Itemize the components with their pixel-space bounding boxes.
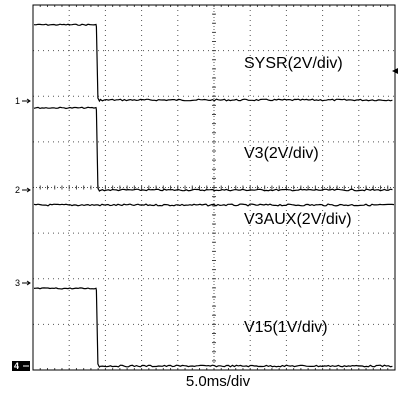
trace-2 — [33, 106, 393, 192]
channel-markers: 1 2 3 4 — [12, 96, 31, 371]
channel-marker-arrow-icon — [22, 280, 31, 286]
trace-label-2: V3(2V/div) — [244, 145, 319, 162]
trace-label-1: SYSR(2V/div) — [244, 55, 343, 72]
traces — [33, 23, 395, 368]
trace-3 — [33, 203, 395, 207]
plot-frame — [32, 4, 396, 371]
trigger-arrow-icon — [392, 68, 398, 74]
channel-marker-2: 2 — [15, 185, 20, 195]
trace-4 — [33, 287, 393, 368]
trace-label-3: V3AUX(2V/div) — [244, 211, 352, 228]
channel-marker-arrow-icon — [22, 98, 31, 104]
timebase-label: 5.0ms/div — [186, 373, 251, 390]
channel-marker-3: 3 — [15, 278, 20, 288]
channel-marker-4: 4 — [14, 361, 19, 371]
trace-label-4: V15(1V/div) — [244, 319, 328, 336]
channel-marker-1: 1 — [15, 96, 20, 106]
channel-marker-box-4 — [12, 361, 30, 371]
trace-labels: SYSR(2V/div) V3(2V/div) V3AUX(2V/div) V15(1… — [244, 55, 352, 336]
grid — [33, 5, 395, 370]
trace-1 — [33, 23, 393, 103]
channel-marker-arrow-icon — [22, 187, 31, 193]
